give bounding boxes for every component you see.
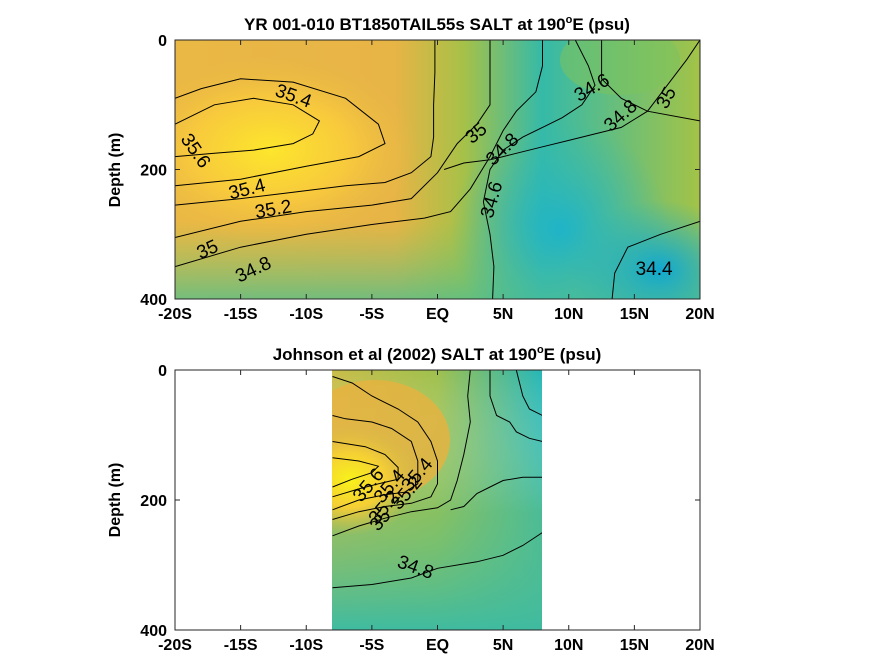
x-tick-label: -10S — [289, 306, 323, 323]
bottom-y-axis: 0 200 400 — [140, 363, 700, 640]
contour-35-2 — [175, 40, 436, 206]
contour-label: 34.4 — [636, 259, 673, 280]
contour-34-8 — [601, 40, 700, 122]
x-tick-label: 10N — [554, 306, 583, 323]
x-tick-label: 5N — [493, 637, 513, 654]
contour-35-2 — [332, 376, 438, 520]
x-tick-label: -15S — [224, 637, 258, 654]
x-tick-label: 15N — [620, 306, 649, 323]
panel-top: YR 001-010 BT1850TAIL55s SALT at 190oE (… — [107, 14, 715, 323]
contour-34-6 — [482, 40, 596, 299]
contour-34-6 — [515, 370, 542, 416]
y-tick-label: 400 — [140, 623, 167, 640]
contour-35-6 — [332, 441, 399, 498]
y-tick-label: 0 — [158, 33, 167, 50]
x-tick-label: 5N — [493, 306, 513, 323]
contour-35 — [332, 370, 471, 537]
contour-35-6 — [332, 457, 380, 488]
x-tick-label: 10N — [554, 637, 583, 654]
x-tick-label: -10S — [289, 637, 323, 654]
x-tick-label: 15N — [620, 637, 649, 654]
contour-34-8 — [489, 370, 542, 442]
y-tick-label: 200 — [140, 493, 167, 510]
contour-34-4 — [611, 220, 700, 299]
top-field: 35.435.635.435.23534.83534.834.634.634.8… — [175, 40, 700, 299]
contour-35-4 — [175, 78, 386, 187]
bottom-title: Johnson et al (2002) SALT at 190oE (psu) — [273, 344, 602, 364]
x-tick-label: -5S — [359, 637, 384, 654]
x-tick-label: 20N — [685, 306, 714, 323]
y-tick-label: 400 — [140, 292, 167, 309]
top-x-axis: -20S -15S -10S -5S EQ 5N 10N 15N 20N — [158, 40, 715, 323]
panel-bottom: Johnson et al (2002) SALT at 190oE (psu)… — [107, 344, 715, 654]
contour-35 — [443, 40, 700, 170]
contour-35-6 — [175, 97, 321, 158]
bottom-contours — [332, 370, 542, 589]
contour-35 — [450, 476, 542, 511]
top-y-axis: 0 200 400 — [140, 33, 700, 309]
y-tick-label: 0 — [158, 363, 167, 380]
x-tick-label: -5S — [359, 306, 384, 323]
top-title: YR 001-010 BT1850TAIL55s SALT at 190oE (… — [244, 14, 630, 34]
x-tick-label: -20S — [158, 637, 192, 654]
contour-35 — [175, 40, 491, 238]
top-contours — [175, 40, 700, 299]
contour-35-4 — [332, 415, 419, 511]
contour-34-8 — [175, 40, 543, 268]
contour-34-8 — [332, 532, 542, 589]
x-tick-label: EQ — [426, 637, 449, 654]
bottom-x-axis: -20S -15S -10S -5S EQ 5N 10N 15N 20N — [158, 370, 715, 654]
top-y-label: Depth (m) — [107, 133, 124, 208]
x-tick-label: -20S — [158, 306, 192, 323]
x-tick-label: EQ — [426, 306, 449, 323]
bottom-y-label: Depth (m) — [107, 463, 124, 538]
y-tick-label: 200 — [140, 163, 167, 180]
x-tick-label: -15S — [224, 306, 258, 323]
x-tick-label: 20N — [685, 637, 714, 654]
